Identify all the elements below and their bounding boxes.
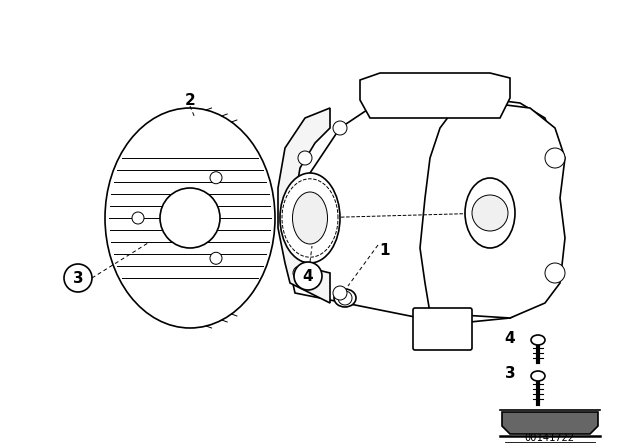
Text: 3: 3: [505, 366, 515, 380]
Circle shape: [545, 148, 565, 168]
Ellipse shape: [465, 178, 515, 248]
Circle shape: [132, 212, 144, 224]
Polygon shape: [502, 412, 598, 434]
Circle shape: [333, 286, 347, 300]
Polygon shape: [285, 98, 560, 323]
Polygon shape: [278, 108, 330, 303]
Polygon shape: [360, 73, 510, 118]
Ellipse shape: [531, 335, 545, 345]
Circle shape: [294, 262, 322, 290]
Ellipse shape: [105, 108, 275, 328]
FancyBboxPatch shape: [413, 308, 472, 350]
Text: 4: 4: [303, 268, 314, 284]
Text: 3: 3: [73, 271, 83, 285]
Circle shape: [298, 151, 312, 165]
Text: 00141722: 00141722: [524, 433, 574, 443]
Text: 2: 2: [184, 92, 195, 108]
Text: 4: 4: [505, 331, 515, 345]
Ellipse shape: [531, 371, 545, 381]
Ellipse shape: [280, 173, 340, 263]
Polygon shape: [420, 103, 565, 318]
Circle shape: [210, 252, 222, 264]
Circle shape: [160, 188, 220, 248]
Circle shape: [338, 291, 352, 305]
Text: 1: 1: [380, 242, 390, 258]
Circle shape: [472, 195, 508, 231]
Circle shape: [293, 266, 307, 280]
Circle shape: [333, 121, 347, 135]
Ellipse shape: [292, 192, 328, 244]
Ellipse shape: [334, 289, 356, 307]
Circle shape: [64, 264, 92, 292]
Circle shape: [210, 172, 222, 184]
Circle shape: [545, 263, 565, 283]
